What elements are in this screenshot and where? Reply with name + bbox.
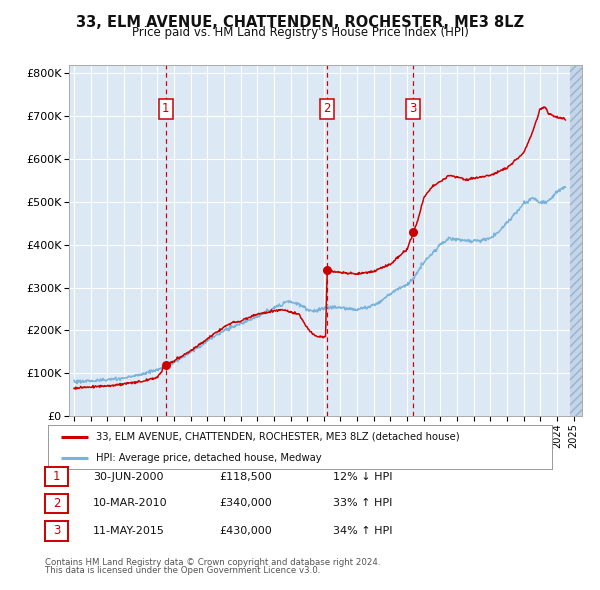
Text: 1: 1 bbox=[53, 470, 60, 483]
Text: 34% ↑ HPI: 34% ↑ HPI bbox=[333, 526, 392, 536]
Text: 3: 3 bbox=[410, 102, 417, 115]
Text: 33, ELM AVENUE, CHATTENDEN, ROCHESTER, ME3 8LZ: 33, ELM AVENUE, CHATTENDEN, ROCHESTER, M… bbox=[76, 15, 524, 30]
Text: This data is licensed under the Open Government Licence v3.0.: This data is licensed under the Open Gov… bbox=[45, 566, 320, 575]
Text: £430,000: £430,000 bbox=[219, 526, 272, 536]
Text: 1: 1 bbox=[162, 102, 169, 115]
Text: 2: 2 bbox=[53, 497, 60, 510]
Text: £118,500: £118,500 bbox=[219, 472, 272, 481]
Text: 10-MAR-2010: 10-MAR-2010 bbox=[93, 499, 167, 508]
Text: Contains HM Land Registry data © Crown copyright and database right 2024.: Contains HM Land Registry data © Crown c… bbox=[45, 558, 380, 566]
Text: 2: 2 bbox=[323, 102, 331, 115]
Text: Price paid vs. HM Land Registry's House Price Index (HPI): Price paid vs. HM Land Registry's House … bbox=[131, 26, 469, 39]
Text: 11-MAY-2015: 11-MAY-2015 bbox=[93, 526, 165, 536]
Text: HPI: Average price, detached house, Medway: HPI: Average price, detached house, Medw… bbox=[96, 453, 322, 463]
Text: 12% ↓ HPI: 12% ↓ HPI bbox=[333, 472, 392, 481]
Text: 30-JUN-2000: 30-JUN-2000 bbox=[93, 472, 163, 481]
Text: 3: 3 bbox=[53, 525, 60, 537]
Text: 33% ↑ HPI: 33% ↑ HPI bbox=[333, 499, 392, 508]
Text: 33, ELM AVENUE, CHATTENDEN, ROCHESTER, ME3 8LZ (detached house): 33, ELM AVENUE, CHATTENDEN, ROCHESTER, M… bbox=[96, 432, 460, 442]
Text: £340,000: £340,000 bbox=[219, 499, 272, 508]
